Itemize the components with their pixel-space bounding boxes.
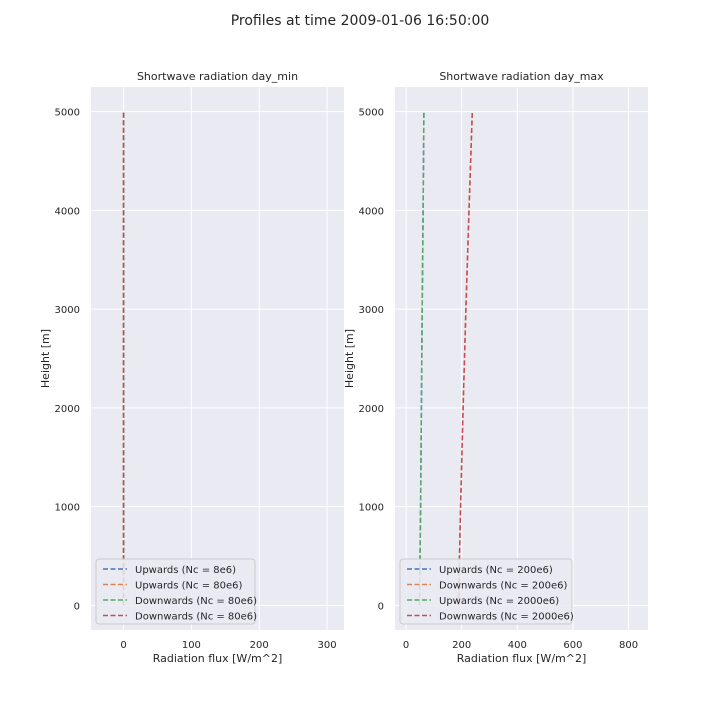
axes-title: Shortwave radiation day_min	[137, 70, 298, 83]
legend-label: Upwards (Nc = 2000e6)	[439, 596, 559, 607]
y-tick-label: 2000	[55, 404, 80, 415]
y-tick-label: 3000	[359, 305, 384, 316]
legend: Upwards (Nc = 8e6) Upwards (Nc = 80e6) Dow…	[95, 558, 257, 625]
y-tick-label: 0	[74, 601, 80, 612]
axes-2: 0 200 400 600 800 0 1000 2000 3000 4000 5000 Shortw…	[343, 70, 648, 665]
legend-label: Downwards (Nc = 80e6)	[135, 612, 257, 623]
legend-label: Downwards (Nc = 80e6)	[135, 596, 257, 607]
y-axis-label: Height [m]	[39, 329, 52, 388]
x-tick-label: 800	[619, 640, 638, 651]
y-tick-label: 4000	[55, 206, 80, 217]
axes-title: Shortwave radiation day_max	[439, 70, 604, 83]
x-axis-label: Radiation flux [W/m^2]	[153, 652, 283, 665]
legend-box	[95, 558, 256, 625]
plot-area	[91, 87, 344, 630]
figure-title: Profiles at time 2009-01-06 16:50:00	[231, 13, 490, 29]
y-tick-label: 3000	[55, 305, 80, 316]
y-tick-label: 4000	[359, 206, 384, 217]
legend-label: Downwards (Nc = 200e6)	[439, 581, 568, 592]
y-tick-label: 5000	[359, 108, 384, 119]
y-tick-label: 5000	[55, 108, 80, 119]
legend-box	[399, 558, 573, 625]
legend-label: Upwards (Nc = 8e6)	[135, 565, 236, 576]
x-tick-label: 0	[120, 640, 126, 651]
x-tick-label: 400	[508, 640, 527, 651]
legend-label: Upwards (Nc = 80e6)	[135, 581, 243, 592]
y-tick-label: 1000	[55, 503, 80, 514]
legend: Upwards (Nc = 200e6) Downwards (Nc = 200e…	[399, 558, 574, 625]
y-tick-label: 0	[378, 601, 384, 612]
x-tick-label: 300	[317, 640, 336, 651]
x-tick-label: 0	[403, 640, 409, 651]
x-tick-label: 600	[563, 640, 582, 651]
axes-1: 0 100 200 300010002000300040005000Shortwave…	[39, 70, 344, 665]
x-tick-label: 200	[250, 640, 269, 651]
x-tick-label: 200	[452, 640, 471, 651]
plot-area	[395, 87, 648, 630]
y-axis-label: Height [m]	[343, 329, 356, 388]
y-tick-label: 2000	[359, 404, 384, 415]
y-tick-label: 1000	[359, 503, 384, 514]
legend-label: Downwards (Nc = 2000e6)	[439, 612, 574, 623]
x-axis-label: Radiation flux [W/m^2]	[457, 652, 587, 665]
x-tick-label: 100	[182, 640, 201, 651]
legend-label: Upwards (Nc = 200e6)	[439, 565, 553, 576]
